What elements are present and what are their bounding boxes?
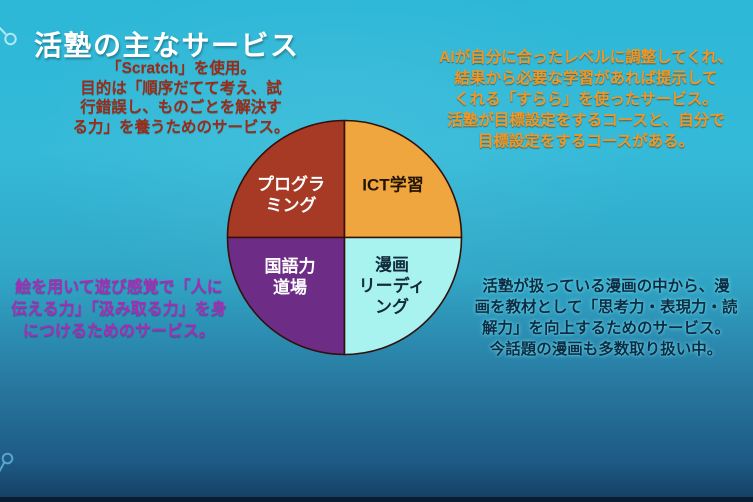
note-manga-reading: 活塾が扱っている漫画の中から、漫 画を教材として「思考力・表現力・読 解力」を向…	[474, 278, 738, 358]
pie-label-manga-reading: 漫画 リーディ ング	[358, 255, 426, 317]
pie-segment-ict-learning	[343, 119, 463, 239]
pie-label-kokugo-dojo: 国語力 道場	[264, 257, 316, 297]
services-pie-diagram: プログラ ミング ICT学習 国語力 道場 漫画 リーディ ング	[226, 119, 463, 356]
molecule-node-icon	[0, 452, 14, 473]
slide-title: 活塾の主なサービス	[34, 30, 300, 61]
services-pie-chart	[226, 119, 463, 356]
pie-segment-programming	[226, 119, 346, 239]
bottom-edge-bar	[0, 497, 753, 502]
note-programming-scratch: 「Scratch」を使用。 目的は「順序だてて考え、試 行錯誤し、ものごとを解決…	[72, 60, 290, 136]
note-kokugo-dojo: 絵を用いて遊び感覚で「人に 伝える力」「汲み取る力」を身 につけるためのサービス…	[11, 279, 227, 340]
molecule-node-icon	[0, 26, 17, 46]
pie-segment-kokugo-dojo	[226, 236, 346, 356]
note-ict-learning: AIが自分に合ったレベルに調整してくれ、 結果から必要な学習があれば提示して く…	[439, 49, 733, 150]
pie-segment-manga-reading	[343, 236, 463, 356]
pie-label-ict-learning: ICT学習	[362, 175, 424, 195]
pie-label-programming: プログラ ミング	[257, 175, 325, 215]
